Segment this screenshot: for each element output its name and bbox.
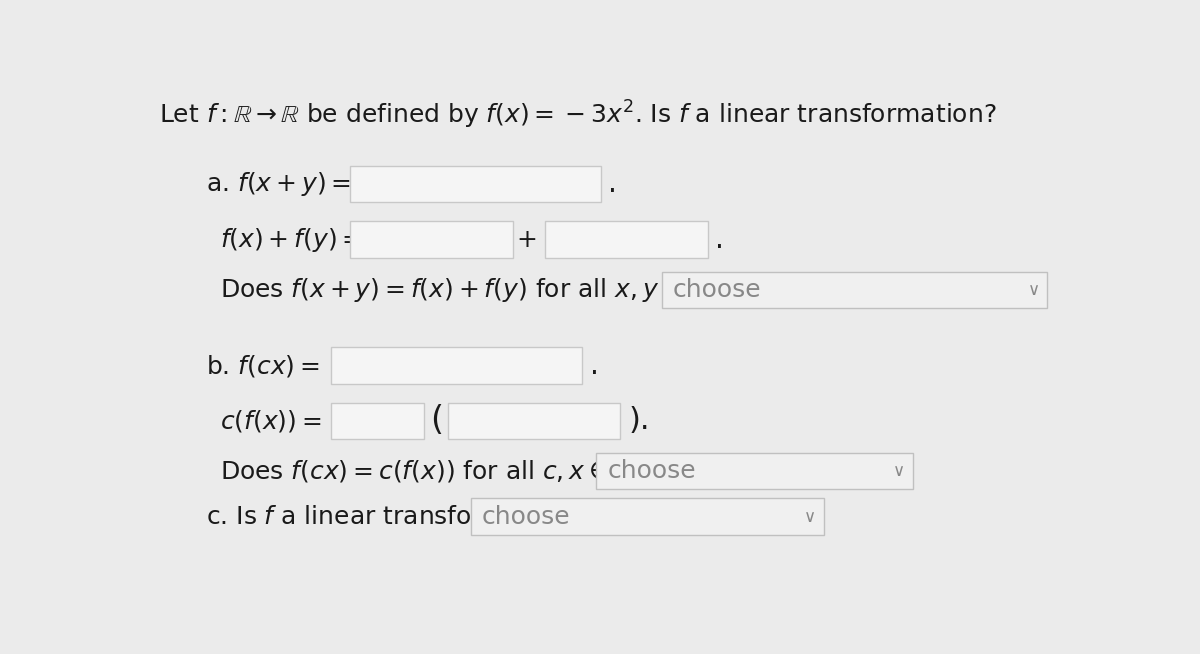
Text: $f(x) + f(y) =$: $f(x) + f(y) =$ — [220, 226, 361, 254]
Text: Let $f : \mathbb{R} \rightarrow \mathbb{R}$ be defined by $f(x) = -3x^2$. Is $f$: Let $f : \mathbb{R} \rightarrow \mathbb{… — [160, 99, 997, 131]
Text: ∨: ∨ — [893, 462, 905, 480]
FancyBboxPatch shape — [596, 453, 913, 489]
Text: $c(f(x)) =$: $c(f(x)) =$ — [220, 408, 322, 434]
FancyBboxPatch shape — [470, 498, 824, 535]
Text: choose: choose — [673, 278, 761, 302]
Text: choose: choose — [482, 505, 571, 528]
FancyBboxPatch shape — [350, 222, 512, 258]
FancyBboxPatch shape — [350, 166, 601, 202]
Text: a. $f(x + y) =$: a. $f(x + y) =$ — [206, 170, 350, 198]
FancyBboxPatch shape — [331, 347, 582, 384]
FancyBboxPatch shape — [545, 222, 708, 258]
Text: choose: choose — [607, 459, 696, 483]
Text: ∨: ∨ — [804, 508, 816, 526]
Text: ∨: ∨ — [1027, 281, 1039, 299]
Text: ).: ). — [629, 406, 650, 436]
FancyBboxPatch shape — [331, 403, 425, 439]
Text: c. Is $f$ a linear transformation?: c. Is $f$ a linear transformation? — [206, 505, 582, 528]
FancyBboxPatch shape — [661, 272, 1048, 308]
Text: +: + — [516, 228, 538, 252]
Text: Does $f(cx) = c(f(x))$ for all $c, x \in \mathbb{R}$?: Does $f(cx) = c(f(x))$ for all $c, x \in… — [220, 458, 646, 484]
FancyBboxPatch shape — [448, 403, 619, 439]
Text: (: ( — [430, 404, 443, 438]
Text: b. $f(cx) =$: b. $f(cx) =$ — [206, 353, 319, 379]
Text: Does $f(x + y) = f(x) + f(y)$ for all $x, y \in \mathbb{R}$?: Does $f(x + y) = f(x) + f(y)$ for all $x… — [220, 276, 719, 304]
Text: .: . — [590, 351, 599, 379]
Text: .: . — [608, 170, 617, 198]
Text: .: . — [715, 226, 725, 254]
